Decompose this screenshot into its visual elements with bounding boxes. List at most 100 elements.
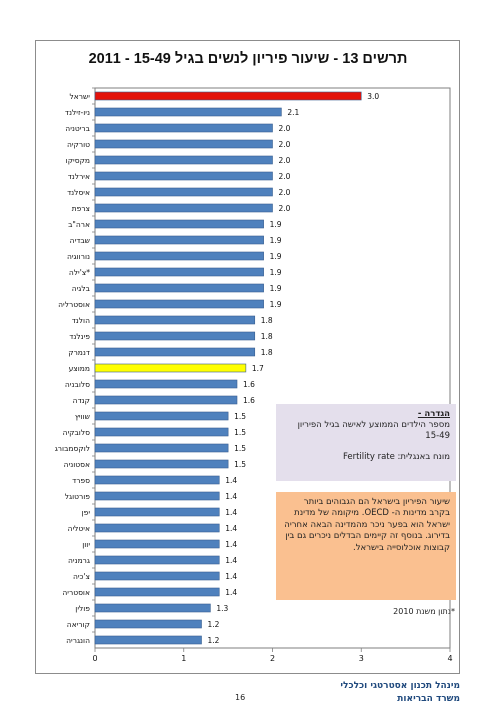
plot-area: ישראל 3.0 ניו-זילנד 2.1 בריטניה 2.0 טורקיה 2.0 מ…: [55, 87, 453, 663]
definition-english-label: מונח באנגלית: Fertility rate: [342, 452, 450, 463]
bar: [94, 219, 264, 229]
category-label: איטליה: [68, 524, 90, 533]
category-label: הונגריה: [66, 636, 90, 645]
value-label: 1.7: [252, 364, 264, 373]
category-label: פינלנד: [69, 332, 90, 341]
value-label: 2.1: [287, 108, 299, 117]
category-label: ארה"ב: [68, 220, 90, 229]
category-label: שוויץ: [75, 412, 90, 421]
bar: [94, 107, 282, 117]
bar: [94, 123, 273, 133]
chart-title: תרשים 13 - שיעור פיריון לנשים בגיל 15-49…: [89, 51, 408, 67]
category-label: אוסטרליה: [58, 300, 90, 309]
bar: [94, 587, 220, 597]
category-label: ניו-זילנד: [65, 108, 90, 117]
value-label: 2.0: [279, 156, 291, 165]
bar: [94, 315, 256, 325]
page-number: 16: [235, 693, 246, 702]
value-label: 2.0: [279, 188, 291, 197]
value-label: 1.4: [225, 524, 237, 533]
category-label: בלגיה: [72, 284, 91, 293]
footer-line-1: מינהל תכנון אסטרטגי וכלכלי: [340, 681, 460, 691]
value-label: 1.4: [225, 540, 237, 549]
value-label: 1.8: [261, 348, 273, 357]
note-text: שיעור הפיריון בישראל הם הגבוהים ביותר בק…: [284, 497, 450, 553]
category-label: יפן: [82, 508, 91, 517]
x-tick-label: 4: [447, 654, 452, 663]
bar: [94, 363, 247, 373]
value-label: 2.0: [279, 124, 291, 133]
bar: [94, 235, 264, 245]
bar: [94, 475, 220, 485]
bar: [94, 395, 238, 405]
bar: [94, 331, 256, 341]
category-label: גרמניה: [68, 556, 90, 565]
bar: [94, 603, 211, 613]
value-label: 1.9: [270, 220, 282, 229]
bar: [94, 379, 238, 389]
value-label: 1.6: [243, 380, 255, 389]
bar: [94, 171, 273, 181]
category-label: צ'ילה*: [69, 268, 90, 277]
category-label: צ'כיה: [73, 572, 90, 581]
definition-title: הגדרה -: [417, 409, 450, 419]
category-label: לוקסמבורג: [55, 444, 90, 453]
value-label: 1.3: [216, 604, 228, 613]
value-label: 1.2: [208, 620, 220, 629]
bar: [94, 267, 264, 277]
bar: [94, 571, 220, 581]
bar: [94, 155, 273, 165]
bar: [94, 283, 264, 293]
category-label: פורטוגל: [65, 492, 91, 501]
category-label: טורקיה: [67, 140, 90, 149]
bar: [94, 523, 220, 533]
value-label: 1.9: [270, 284, 282, 293]
x-tick-label: 3: [359, 654, 364, 663]
value-label: 3.0: [367, 92, 379, 101]
bar: [94, 539, 220, 549]
x-tick-label: 1: [181, 654, 186, 663]
value-label: 1.4: [225, 572, 237, 581]
source-note: *נתון משנת 2010: [393, 607, 455, 616]
bar: [94, 427, 229, 437]
bar: [94, 251, 264, 261]
bar: [94, 411, 229, 421]
bar: [94, 203, 273, 213]
x-tick-label: 0: [92, 654, 97, 663]
bar: [94, 459, 229, 469]
category-label: נורווגיה: [67, 252, 90, 261]
value-label: 1.4: [225, 476, 237, 485]
value-label: 1.4: [225, 492, 237, 501]
category-label: איסלנד: [67, 188, 90, 197]
category-label: אוסטריה: [62, 588, 90, 597]
category-label: סלובניה: [65, 380, 90, 389]
value-label: 1.4: [225, 556, 237, 565]
category-label: קנדה: [73, 396, 90, 405]
footer-line-2: משרד הבריאות: [397, 693, 460, 704]
category-label: דנמרק: [68, 348, 90, 357]
category-label: סלובקיה: [63, 428, 91, 437]
bar: [94, 619, 202, 629]
definition-text: מספר הילדים הממוצע לאישה בגיל הפיריון 15…: [297, 420, 450, 442]
category-label: ממוצע: [69, 364, 90, 373]
category-label: בריטניה: [65, 124, 90, 133]
bar: [94, 139, 273, 149]
category-label: אסטוניה: [64, 460, 90, 469]
category-label: אירלנד: [68, 172, 90, 181]
bar: [94, 491, 220, 501]
value-label: 1.8: [261, 316, 273, 325]
bar: [94, 347, 256, 357]
value-label: 1.2: [208, 636, 220, 645]
value-label: 1.6: [243, 396, 255, 405]
value-label: 2.0: [279, 204, 291, 213]
value-label: 1.9: [270, 236, 282, 245]
value-label: 1.5: [234, 412, 246, 421]
bar: [94, 507, 220, 517]
bar: [94, 443, 229, 453]
category-label: מקסיקו: [66, 156, 90, 165]
value-label: 2.0: [279, 140, 291, 149]
bar: [94, 91, 362, 101]
category-label: פולין: [75, 604, 90, 613]
bar: [94, 555, 220, 565]
